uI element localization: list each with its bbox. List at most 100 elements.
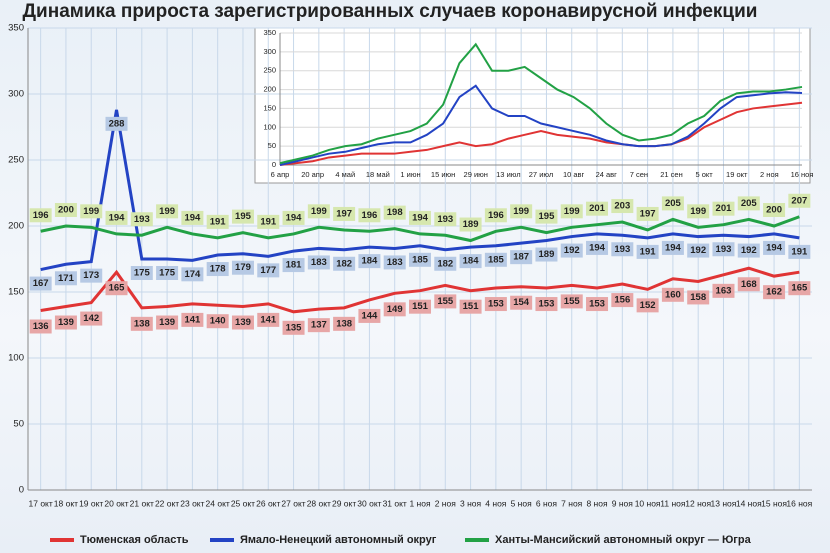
y-tick-label: 100: [263, 122, 276, 131]
data-label-box: [130, 316, 153, 331]
y-tick-label: 150: [263, 103, 276, 112]
data-label-box: [80, 268, 103, 283]
data-label: 192: [690, 245, 706, 256]
data-label: 191: [640, 246, 657, 257]
data-label-box: [459, 217, 482, 232]
data-label-box: [661, 196, 684, 211]
data-label-box: [459, 299, 482, 314]
data-label-box: [181, 312, 204, 327]
data-label-box: [687, 204, 710, 219]
data-label-box: [586, 297, 609, 312]
data-label-box: [383, 205, 406, 220]
data-label-box: [358, 208, 381, 223]
data-label: 207: [791, 195, 807, 206]
x-tick-label: 13 июл: [496, 170, 520, 179]
x-tick-label: 18 окт: [54, 498, 78, 508]
data-label: 153: [539, 299, 555, 310]
data-label: 205: [665, 198, 682, 209]
data-label: 189: [539, 249, 555, 260]
data-label-box: [788, 193, 811, 208]
data-label-box: [661, 240, 684, 255]
x-tick-label: 10 авг: [563, 170, 585, 179]
y-tick-label: 350: [8, 23, 24, 34]
x-tick-label: 23 окт: [180, 498, 204, 508]
y-tick-label: 250: [8, 155, 24, 166]
data-label-box: [535, 297, 558, 312]
data-label-box: [307, 204, 330, 219]
data-label-box: [510, 295, 533, 310]
data-label: 168: [741, 279, 757, 290]
data-label-box: [763, 203, 786, 217]
data-label: 181: [286, 260, 303, 271]
data-label: 193: [134, 214, 150, 225]
data-label: 162: [766, 287, 782, 298]
data-label-box: [636, 298, 659, 313]
x-tick-label: 13 ноя: [711, 498, 737, 508]
data-label-box: [156, 315, 179, 330]
legend-label: Тюменская область: [80, 534, 189, 546]
data-label-box: [586, 201, 609, 216]
data-label: 199: [311, 206, 327, 217]
chart-title: Динамика прироста зарегистрированных слу…: [23, 1, 758, 22]
x-tick-label: 8 ноя: [586, 498, 608, 508]
x-tick-label: 17 окт: [29, 498, 53, 508]
data-label: 194: [589, 242, 606, 253]
data-label-box: [206, 314, 229, 329]
data-label: 155: [564, 296, 581, 307]
data-label-box: [206, 262, 229, 277]
data-label-box: [257, 263, 280, 278]
x-tick-label: 11 ноя: [660, 498, 686, 508]
x-tick-label: 19 окт: [79, 498, 103, 508]
data-label: 141: [260, 314, 277, 325]
x-tick-label: 29 июн: [464, 170, 488, 179]
data-label: 149: [387, 304, 403, 315]
data-label: 191: [791, 246, 808, 257]
x-tick-label: 1 ноя: [409, 498, 431, 508]
x-tick-label: 26 окт: [256, 498, 280, 508]
data-label-box: [434, 212, 457, 227]
x-tick-label: 9 ноя: [612, 498, 634, 508]
data-label-box: [29, 319, 52, 334]
x-tick-label: 21 сен: [660, 170, 683, 179]
data-label-box: [409, 299, 431, 314]
data-label: 135: [286, 322, 303, 333]
x-tick-label: 6 ноя: [536, 498, 558, 508]
data-label-box: [788, 244, 811, 259]
y-tick-label: 300: [8, 89, 24, 100]
data-label: 163: [716, 285, 732, 296]
data-label-box: [459, 254, 482, 269]
data-label: 138: [336, 318, 352, 329]
data-label: 199: [564, 206, 580, 217]
data-label-box: [535, 247, 558, 262]
data-label: 151: [412, 301, 429, 312]
data-label: 183: [311, 257, 327, 268]
x-tick-label: 15 июн: [431, 170, 455, 179]
data-label-box: [535, 209, 558, 224]
data-label: 187: [513, 252, 529, 263]
x-tick-label: 30 окт: [357, 498, 381, 508]
data-label-box: [409, 252, 431, 267]
x-tick-label: 24 окт: [206, 498, 230, 508]
y-tick-label: 300: [263, 47, 276, 56]
inset-frame: [254, 27, 811, 184]
data-label: 194: [184, 212, 201, 223]
data-label: 192: [564, 245, 580, 256]
x-tick-label: 25 окт: [231, 498, 255, 508]
data-label: 198: [387, 207, 403, 218]
data-label: 167: [33, 278, 49, 289]
x-tick-label: 4 май: [335, 170, 355, 179]
y-tick-label: 50: [13, 419, 24, 430]
data-label-box: [333, 206, 356, 221]
x-tick-label: 22 окт: [155, 498, 179, 508]
data-label-box: [181, 210, 204, 225]
data-label: 160: [665, 289, 681, 300]
data-label-box: [484, 252, 507, 267]
data-label: 199: [159, 206, 175, 217]
data-label: 173: [83, 270, 99, 281]
data-label: 153: [488, 299, 504, 310]
data-label: 140: [210, 316, 226, 327]
x-tick-label: 3 ноя: [460, 498, 482, 508]
series-line: [40, 266, 800, 314]
data-label: 142: [83, 313, 99, 324]
